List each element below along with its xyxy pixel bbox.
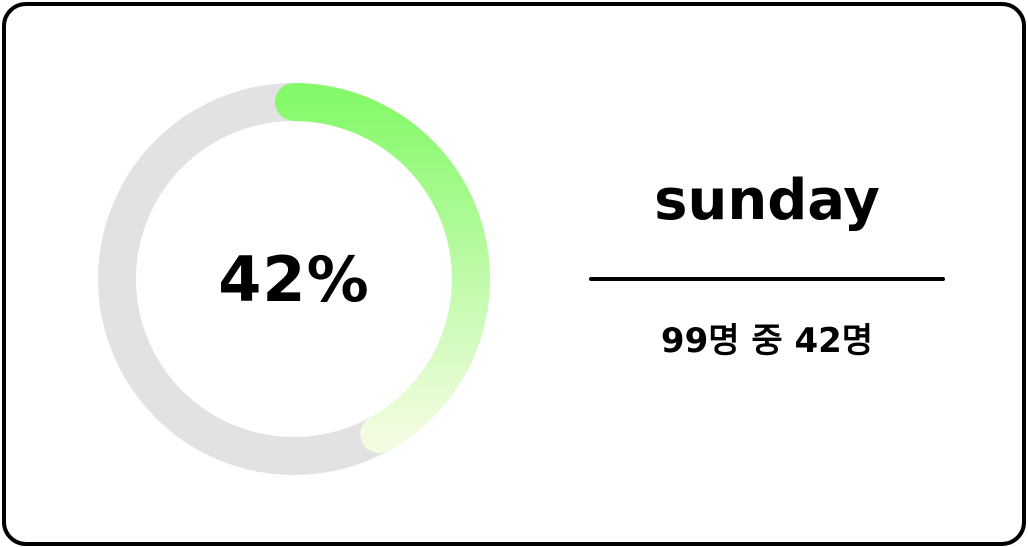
day-summary: sunday 99명 중 42명 bbox=[589, 166, 945, 363]
divider bbox=[589, 277, 945, 281]
progress-ring-graphic bbox=[98, 83, 490, 475]
progress-arc bbox=[275, 83, 490, 454]
attendance-count: 99명 중 42명 bbox=[660, 321, 874, 361]
progress-ring: 42% bbox=[96, 81, 492, 477]
progress-percent: 42% bbox=[218, 242, 370, 316]
day-name: sunday bbox=[654, 168, 880, 233]
